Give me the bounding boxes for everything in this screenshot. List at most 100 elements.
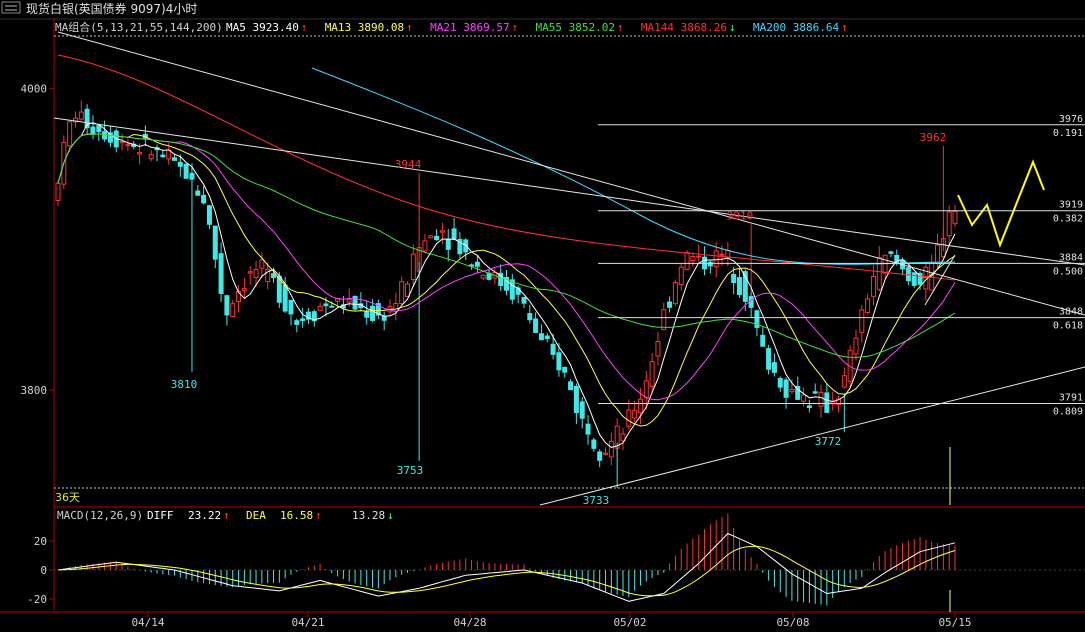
macd-label[interactable]: MACD(12,26,9) xyxy=(57,509,143,522)
candle-body xyxy=(894,254,900,263)
ma-arrow: ↑ xyxy=(301,21,308,34)
candle-body xyxy=(672,282,678,304)
candle-body xyxy=(317,305,323,312)
fib-price: 3976 xyxy=(1059,114,1083,125)
candle-body xyxy=(748,296,754,308)
time-tick-label: 04/28 xyxy=(453,616,486,629)
candle-body xyxy=(206,205,212,225)
candle-body xyxy=(952,211,958,225)
candle-body xyxy=(230,303,236,317)
time-tick-label: 05/08 xyxy=(776,616,809,629)
candle-body xyxy=(527,313,533,321)
candle-body xyxy=(760,334,766,347)
candle-body xyxy=(195,190,201,196)
candle-body xyxy=(102,131,108,140)
trendlines-layer xyxy=(53,31,1085,506)
candle-body xyxy=(480,274,486,279)
header: 现货白银(英国债券 9097)4小时 MA组合(5,13,21,55,144,2… xyxy=(1,1,223,34)
fib-ratio: 0.191 xyxy=(1053,128,1083,139)
candle-body xyxy=(183,163,189,179)
trendline xyxy=(53,117,1085,266)
candle-body xyxy=(404,283,410,297)
ma200-line xyxy=(311,67,956,265)
time-tick-label: 05/02 xyxy=(613,616,646,629)
candle-body xyxy=(451,228,457,240)
price-extreme-label: 3944 xyxy=(395,158,422,171)
candle-body xyxy=(853,337,859,355)
macd-hist-arrow: ↓ xyxy=(387,509,394,522)
candle-body xyxy=(329,305,335,308)
candle-body xyxy=(655,341,661,357)
candle-body xyxy=(160,154,166,158)
candle-body xyxy=(620,433,626,442)
chart-title: 现货白银(英国债券 9097)4小时 xyxy=(26,1,197,16)
candle-body xyxy=(119,141,125,144)
bar-count-label: 36天 xyxy=(55,491,80,504)
menu-icon[interactable] xyxy=(1,1,21,14)
candle-body xyxy=(550,343,556,355)
candle-body xyxy=(597,451,603,461)
candle-body xyxy=(67,121,73,147)
ma-label: MA55 3852.02 xyxy=(536,21,615,34)
ma-arrow: ↑ xyxy=(617,21,624,34)
candle-body xyxy=(731,273,737,284)
candle-body xyxy=(177,161,183,167)
macd-panel xyxy=(57,513,956,612)
candle-body xyxy=(107,132,113,143)
candle-body xyxy=(690,256,696,262)
candle-body xyxy=(247,271,253,274)
candle-body xyxy=(201,194,207,204)
projection-path xyxy=(957,159,1045,248)
candle-body xyxy=(469,264,475,267)
candle-body xyxy=(812,391,818,394)
candle-body xyxy=(171,157,177,161)
dea-arrow: ↑ xyxy=(315,509,322,522)
candle-body xyxy=(544,335,550,340)
macd-tick-label: 20 xyxy=(34,535,47,548)
candle-body xyxy=(352,295,358,310)
candle-body xyxy=(137,152,143,155)
candle-body xyxy=(253,269,259,279)
price-extreme-label: 3910 xyxy=(727,209,754,222)
ma-label: MA200 3886.64 xyxy=(753,21,839,34)
price-labels: 3810 3944 3753 3733 3910 3772 3962 xyxy=(171,131,947,507)
price-extreme-label: 3733 xyxy=(583,494,610,507)
candle-body xyxy=(876,257,882,290)
moving-averages-layer xyxy=(57,54,956,448)
price-extreme-label: 3810 xyxy=(171,378,198,391)
candle-body xyxy=(789,389,795,393)
candle-body xyxy=(96,125,102,133)
candle-body xyxy=(434,235,440,241)
macd-header: MACD(12,26,9) DIFF 23.22 ↑ DEA 16.58 ↑ 1… xyxy=(57,509,394,522)
ma-label: MA13 3890.08 xyxy=(325,21,404,34)
candle-body xyxy=(783,379,789,398)
fib-ratio: 0.618 xyxy=(1053,321,1083,332)
candle-body xyxy=(504,276,509,291)
candle-body xyxy=(72,117,78,123)
ma-group-label[interactable]: MA组合(5,13,21,55,144,200) xyxy=(55,20,223,34)
ma-arrow: ↑ xyxy=(512,21,519,34)
candle-body xyxy=(643,380,649,399)
ma-label: MA144 3868.26 xyxy=(641,21,727,34)
candle-body xyxy=(573,385,579,414)
price-extreme-label: 3962 xyxy=(920,131,947,144)
candle-body xyxy=(323,303,329,307)
diff-arrow: ↑ xyxy=(223,509,230,522)
candle-body xyxy=(777,378,783,388)
macd-diff-line xyxy=(57,532,956,602)
candle-body xyxy=(795,385,801,400)
candle-body xyxy=(632,410,638,419)
candle-body xyxy=(288,299,294,315)
candle-body xyxy=(428,235,434,239)
candle-body xyxy=(556,352,562,371)
ma-arrow: ↑ xyxy=(406,21,413,34)
time-tick-label: 04/14 xyxy=(131,616,164,629)
fib-price: 3919 xyxy=(1059,200,1083,211)
macd-hist-value: 13.28 xyxy=(352,509,385,522)
candle-body xyxy=(870,275,876,297)
price-tick-label: 3800 xyxy=(21,384,48,397)
candle-body xyxy=(935,244,941,264)
candle-body xyxy=(463,239,469,253)
candle-body xyxy=(241,288,247,291)
